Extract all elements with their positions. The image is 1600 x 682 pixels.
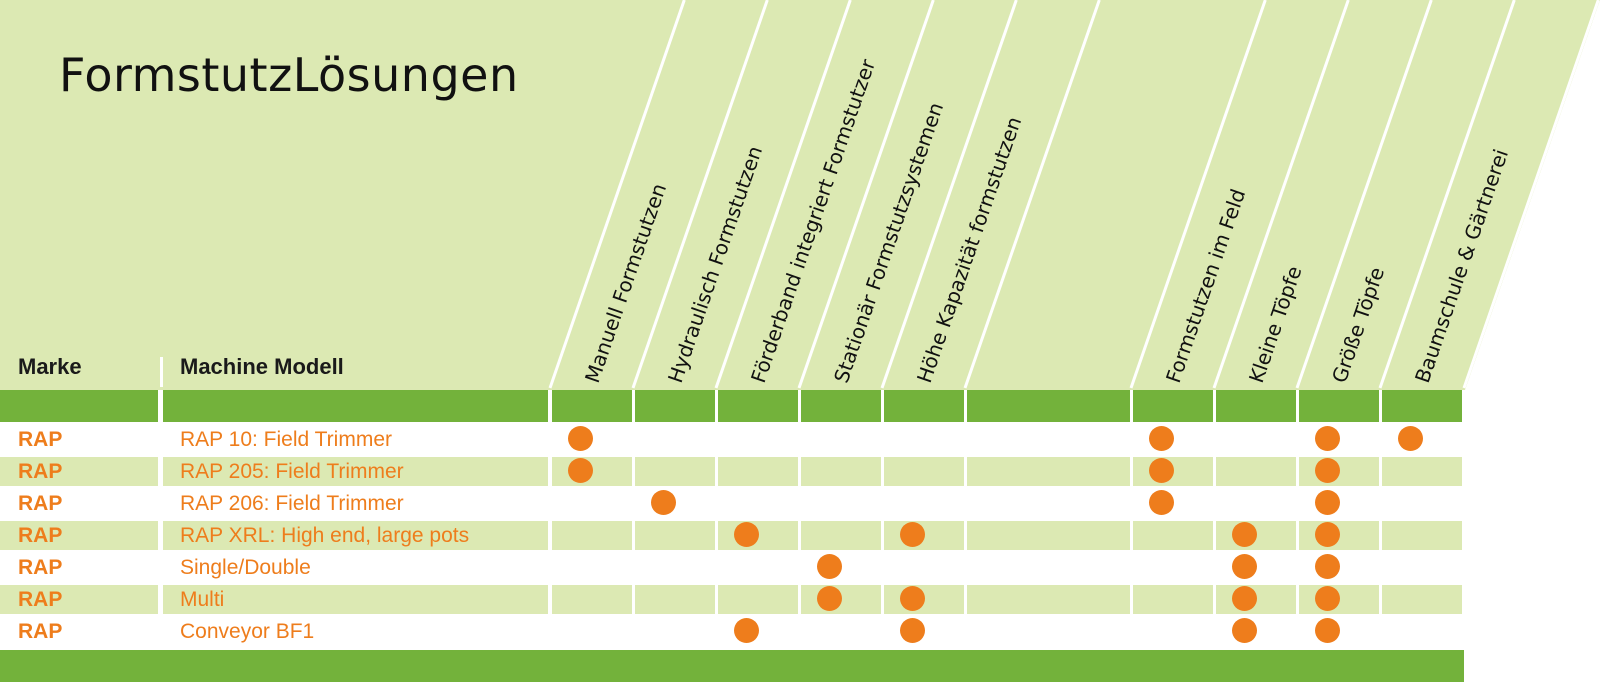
availability-dot xyxy=(817,586,842,611)
row-model: RAP 10: Field Trimmer xyxy=(180,428,392,451)
column-divider-line xyxy=(797,0,935,389)
row-cell-bg xyxy=(884,457,964,486)
row-cell-bg xyxy=(1216,457,1296,486)
row-brand: RAP xyxy=(18,524,63,547)
column-divider-line xyxy=(631,0,769,389)
row-cell-bg xyxy=(1382,521,1462,550)
column-divider-line xyxy=(1129,0,1267,389)
row-cell-bg xyxy=(801,521,881,550)
header-bar-segment xyxy=(801,390,881,422)
model-column-label: Machine Modell xyxy=(180,354,344,379)
row-cell-bg xyxy=(163,521,548,550)
row-cell-bg xyxy=(552,521,632,550)
row-brand: RAP xyxy=(18,588,63,611)
header-bar-segment xyxy=(552,390,632,422)
row-cell-bg xyxy=(635,457,715,486)
row-model: Single/Double xyxy=(180,556,311,579)
column-divider-line xyxy=(714,0,852,389)
column-divider-line xyxy=(548,0,686,389)
footer-bar xyxy=(0,650,1464,682)
row-cell-bg xyxy=(967,457,1130,486)
row-cell-bg xyxy=(1133,521,1213,550)
row-model: RAP XRL: High end, large pots xyxy=(180,524,470,547)
header-bar-segment xyxy=(718,390,798,422)
header-bar-segment xyxy=(884,390,964,422)
row-brand: RAP xyxy=(18,460,63,483)
availability-dot xyxy=(817,554,842,579)
column-divider-line xyxy=(1378,0,1516,389)
availability-dot xyxy=(1232,554,1257,579)
header-bar-segment xyxy=(0,390,158,422)
availability-dot xyxy=(1149,458,1174,483)
column-divider-line xyxy=(1295,0,1433,389)
availability-dot xyxy=(1149,426,1174,451)
availability-dot xyxy=(568,426,593,451)
row-cell-bg xyxy=(718,457,798,486)
row-cell-bg xyxy=(967,521,1130,550)
availability-dot xyxy=(1315,490,1340,515)
header-background xyxy=(0,0,1600,390)
row-brand: RAP xyxy=(18,620,63,643)
row-model: RAP 205: Field Trimmer xyxy=(180,460,404,483)
row-brand: RAP xyxy=(18,428,63,451)
header-divider xyxy=(160,357,163,387)
availability-dot xyxy=(1315,458,1340,483)
header-bar-segment xyxy=(1133,390,1213,422)
row-cell-bg xyxy=(1382,585,1462,614)
row-cell-bg xyxy=(163,457,548,486)
availability-dot xyxy=(900,618,925,643)
header-dividers xyxy=(0,0,1600,390)
row-brand: RAP xyxy=(18,556,63,579)
row-cell-bg xyxy=(967,585,1130,614)
row-cell-bg xyxy=(718,585,798,614)
availability-dot xyxy=(1315,426,1340,451)
row-cell-bg xyxy=(0,585,158,614)
header-bar-segment xyxy=(635,390,715,422)
row-cell-bg xyxy=(801,457,881,486)
availability-dot xyxy=(1149,490,1174,515)
row-cell-bg xyxy=(552,585,632,614)
row-cell-bg xyxy=(1133,585,1213,614)
availability-dot xyxy=(900,586,925,611)
header-bar-segment xyxy=(1382,390,1462,422)
header-bar-segment xyxy=(1299,390,1379,422)
availability-dot xyxy=(900,522,925,547)
row-cell-bg xyxy=(635,585,715,614)
row-model: Conveyor BF1 xyxy=(180,620,315,643)
availability-dot xyxy=(734,618,759,643)
row-model: Multi xyxy=(180,588,225,611)
availability-dot xyxy=(568,458,593,483)
availability-dot xyxy=(651,490,676,515)
brand-column-label: Marke xyxy=(18,354,82,379)
column-divider-line xyxy=(1212,0,1350,389)
column-divider-line xyxy=(880,0,1018,389)
availability-dot xyxy=(1315,586,1340,611)
availability-dot xyxy=(734,522,759,547)
header-bar-segment xyxy=(1216,390,1296,422)
header-bar-segment xyxy=(967,390,1130,422)
availability-dot xyxy=(1315,522,1340,547)
row-cell-bg xyxy=(0,521,158,550)
row-cell-bg xyxy=(1382,457,1462,486)
row-brand: RAP xyxy=(18,492,63,515)
page-title: FormstutzLösungen xyxy=(59,48,519,102)
availability-dot xyxy=(1232,618,1257,643)
header-bar-segment xyxy=(163,390,548,422)
row-cell-bg xyxy=(635,521,715,550)
row-cell-bg xyxy=(163,585,548,614)
row-cell-bg xyxy=(0,457,158,486)
availability-dot xyxy=(1232,522,1257,547)
availability-dot xyxy=(1315,618,1340,643)
availability-dot xyxy=(1232,586,1257,611)
row-model: RAP 206: Field Trimmer xyxy=(180,492,404,515)
column-divider-line xyxy=(1462,0,1600,389)
column-divider-line xyxy=(963,0,1101,389)
availability-dot xyxy=(1398,426,1423,451)
availability-dot xyxy=(1315,554,1340,579)
